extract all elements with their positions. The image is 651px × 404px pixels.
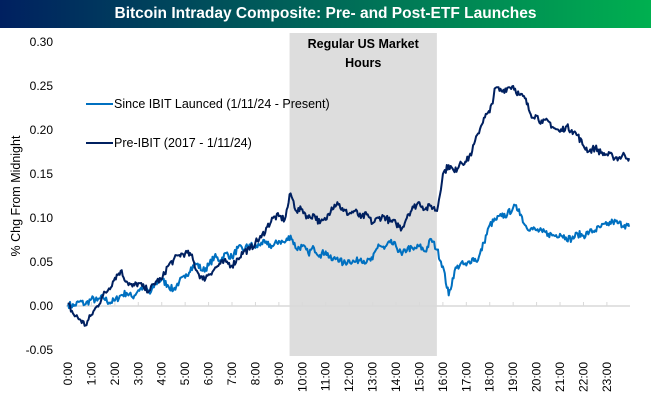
y-tick-label: 0.30 (30, 35, 54, 49)
x-tick-label: 18:00 (483, 362, 497, 392)
x-tick-label: 11:00 (319, 362, 333, 391)
x-tick-label: 5:00 (178, 362, 192, 386)
x-tick-label: 7:00 (225, 362, 239, 386)
x-tick-label: 9:00 (272, 362, 286, 386)
y-axis-title: % Chg From Midnight (9, 135, 23, 256)
x-tick-label: 10:00 (295, 362, 309, 392)
series-line-pre-ibit (67, 85, 631, 327)
chart-title: Bitcoin Intraday Composite: Pre- and Pos… (0, 0, 651, 28)
series-lines (67, 85, 631, 327)
y-tick-label: 0.15 (30, 167, 54, 181)
x-axis (66, 302, 630, 307)
y-tick-label: 0.25 (30, 79, 54, 93)
y-tick-label: -0.05 (26, 343, 54, 357)
market-hours-label-line2: Hours (345, 56, 381, 70)
x-tick-label: 2:00 (108, 362, 122, 386)
y-axis: -0.05 0.00 0.05 0.10 0.15 0.20 0.25 0.30 (26, 35, 54, 357)
market-hours-shade (289, 33, 437, 356)
x-tick-label: 13:00 (366, 362, 380, 392)
x-tick-label: 4:00 (155, 362, 169, 386)
x-tick-label: 15:00 (412, 362, 426, 392)
x-tick-label: 20:00 (530, 362, 544, 392)
x-tick-labels: 0:00 1:00 2:00 3:00 4:00 5:00 6:00 7:00 8:00 9:00… (61, 362, 614, 392)
y-tick-label: 0.05 (30, 255, 54, 269)
legend: Since IBIT Launced (1/11/24 - Present) Pr… (86, 97, 330, 150)
x-tick-label: 6:00 (202, 362, 216, 386)
y-tick-label: 0.00 (30, 299, 54, 313)
x-tick-label: 16:00 (436, 362, 450, 392)
x-tick-label: 22:00 (576, 362, 590, 392)
x-tick-label: 23:00 (600, 362, 614, 392)
x-tick-label: 14:00 (389, 362, 403, 392)
legend-label: Since IBIT Launced (1/11/24 - Present) (114, 97, 330, 111)
x-tick-label: 12:00 (342, 362, 356, 392)
x-tick-label: 19:00 (506, 362, 520, 392)
market-hours-label-line1: Regular US Market (308, 37, 420, 51)
x-tick-label: 17:00 (459, 362, 473, 392)
x-tick-label: 3:00 (131, 362, 145, 386)
x-tick-label: 0:00 (61, 362, 75, 386)
legend-label: Pre-IBIT (2017 - 1/11/24) (114, 136, 252, 150)
y-tick-label: 0.20 (30, 123, 54, 137)
x-tick-label: 8:00 (248, 362, 262, 386)
x-tick-label: 1:00 (84, 362, 98, 386)
y-tick-label: 0.10 (30, 211, 54, 225)
x-tick-label: 21:00 (553, 362, 567, 392)
